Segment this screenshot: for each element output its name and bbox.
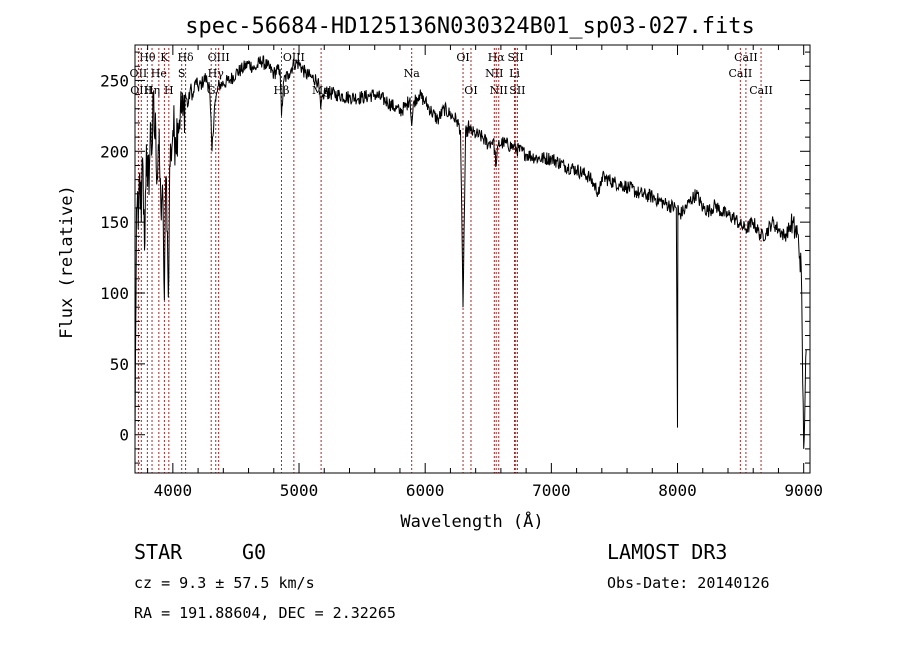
line-marker-label: Hα: [488, 51, 506, 64]
line-marker-label: CaII: [749, 84, 773, 97]
chart-title: spec-56684-HD125136N030324B01_sp03-027.f…: [185, 14, 755, 39]
line-marker-label: SII: [508, 51, 524, 64]
observation-date: Obs-Date: 20140126: [607, 574, 770, 592]
plot-frame: [134, 44, 811, 474]
line-marker-label: OI: [464, 84, 477, 97]
object-class: STAR: [134, 540, 183, 564]
line-marker-label: OIII: [130, 84, 152, 97]
y-tick-label: 100: [100, 284, 129, 303]
spectrum-line: [134, 55, 807, 449]
line-marker-label: H: [164, 84, 174, 97]
object-subclass: G0: [242, 540, 267, 564]
x-axis-ticks: 4000 5000 6000 7000 8000 9000: [147, 45, 823, 500]
line-marker-label: G: [207, 84, 216, 97]
y-tick-label: 50: [110, 355, 129, 374]
redshift-cz: cz = 9.3 ± 57.5 km/s: [134, 574, 315, 592]
line-marker-label: S: [178, 67, 186, 80]
line-marker-label: Hβ: [274, 84, 290, 97]
line-marker-label: He: [151, 67, 167, 80]
x-tick-label: 5000: [280, 481, 319, 500]
line-marker-label: Na: [404, 67, 421, 80]
y-tick-label: 150: [100, 213, 129, 232]
line-marker-label: OIII: [208, 51, 230, 64]
line-marker-label: CaII: [734, 51, 758, 64]
x-tick-label: 9000: [784, 481, 823, 500]
line-marker-label: OII: [130, 67, 148, 80]
x-axis-label: Wavelength (Å): [400, 510, 543, 532]
line-marker-label: Hδ: [177, 51, 194, 64]
line-marker-label: CaII: [729, 67, 753, 80]
line-marker-label: K: [160, 51, 169, 64]
line-marker-label: Li: [509, 67, 520, 80]
x-tick-label: 8000: [658, 481, 697, 500]
y-tick-label: 250: [100, 71, 129, 90]
x-tick-label: 4000: [154, 481, 193, 500]
line-marker-label: NII: [490, 84, 508, 97]
y-tick-label: 200: [100, 142, 129, 161]
line-marker-label: Hη: [144, 84, 160, 97]
coordinates: RA = 191.88604, DEC = 2.32265: [134, 604, 396, 622]
x-tick-label: 6000: [406, 481, 445, 500]
line-marker-label: NII: [485, 67, 503, 80]
y-axis-label: Flux (relative): [57, 185, 77, 339]
x-tick-label: 7000: [532, 481, 571, 500]
line-marker-label: SII: [509, 84, 525, 97]
line-marker-label: OI: [456, 51, 469, 64]
survey-label: LAMOST DR3: [607, 540, 728, 564]
y-tick-label: 0: [119, 426, 129, 445]
line-marker-label: Hγ: [208, 67, 225, 80]
